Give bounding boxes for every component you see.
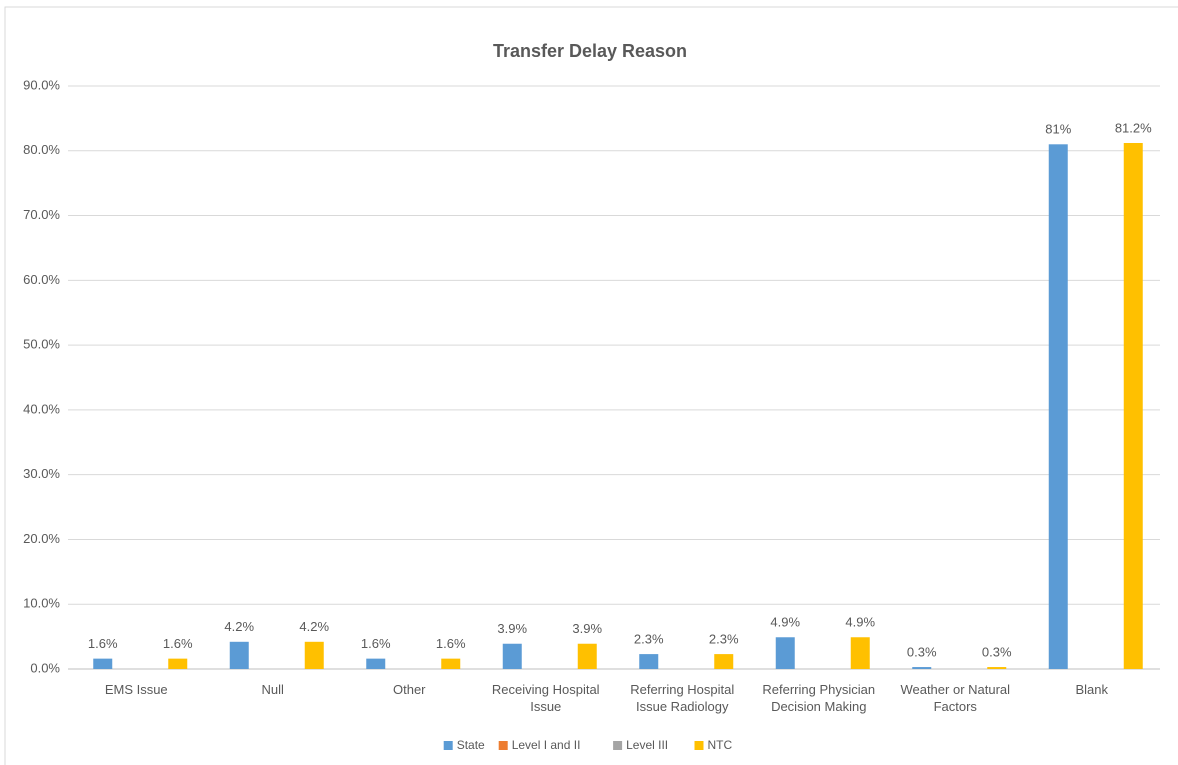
- bar: [912, 667, 932, 669]
- x-tick-label: Other: [392, 682, 426, 697]
- data-label: 1.6%: [88, 636, 118, 651]
- x-tick-label: Blank: [1075, 682, 1109, 697]
- data-label: 2.3%: [709, 632, 739, 647]
- y-tick-label: 60.0%: [23, 272, 60, 287]
- x-tick-label: Receiving Hospital Issue: [491, 682, 600, 714]
- y-tick-label: 10.0%: [23, 596, 60, 611]
- x-tick-label: Null: [261, 682, 284, 697]
- x-tick-label: Referring Hospital Issue Radiology: [630, 682, 735, 714]
- bar: [502, 643, 522, 669]
- bar: [93, 658, 113, 669]
- legend-swatch: [613, 741, 623, 750]
- bar: [1048, 144, 1068, 670]
- y-tick-label: 20.0%: [23, 531, 60, 546]
- bar: [366, 658, 386, 669]
- legend-label: Level III: [626, 738, 668, 752]
- bar: [987, 667, 1007, 669]
- data-label: 4.9%: [845, 615, 875, 630]
- y-tick-label: 50.0%: [23, 337, 60, 352]
- data-label: 1.6%: [163, 636, 193, 651]
- chart-title: Transfer Delay Reason: [493, 41, 687, 61]
- data-label: 4.9%: [770, 615, 800, 630]
- x-tick-label: Referring Physician Decision Making: [762, 682, 876, 714]
- y-tick-label: 90.0%: [23, 77, 60, 92]
- bar: [168, 658, 188, 669]
- legend-label: Level I and II: [512, 738, 581, 752]
- data-label: 2.3%: [634, 632, 664, 647]
- y-tick-label: 80.0%: [23, 142, 60, 157]
- y-tick-label: 30.0%: [23, 466, 60, 481]
- x-tick-label: EMS Issue: [104, 682, 168, 697]
- bar: [1123, 143, 1143, 669]
- legend-swatch: [694, 741, 704, 750]
- data-label: 0.3%: [907, 644, 937, 659]
- y-tick-label: 70.0%: [23, 207, 60, 222]
- bar: [229, 641, 249, 669]
- bar: [577, 643, 597, 669]
- data-label: 3.9%: [497, 621, 527, 636]
- bar: [850, 637, 870, 669]
- y-tick-label: 40.0%: [23, 401, 60, 416]
- bar: [639, 654, 659, 669]
- data-label: 81.2%: [1115, 120, 1152, 135]
- data-label: 4.2%: [224, 619, 254, 634]
- bar: [304, 641, 324, 669]
- data-label: 0.3%: [982, 644, 1012, 659]
- bar: [441, 658, 461, 669]
- y-tick-label: 0.0%: [30, 660, 60, 675]
- data-label: 4.2%: [299, 619, 329, 634]
- chart-border: [4, 6, 1178, 765]
- legend-swatch: [443, 741, 453, 750]
- legend-swatch: [498, 741, 508, 750]
- data-label: 1.6%: [361, 636, 391, 651]
- bar: [714, 654, 734, 669]
- data-label: 81%: [1045, 122, 1071, 137]
- data-label: 3.9%: [572, 621, 602, 636]
- x-tick-label: Weather or Natural Factors: [900, 682, 1011, 714]
- legend-label: NTC: [708, 738, 733, 752]
- data-label: 1.6%: [436, 636, 466, 651]
- bar: [775, 637, 795, 669]
- legend-label: State: [457, 738, 485, 752]
